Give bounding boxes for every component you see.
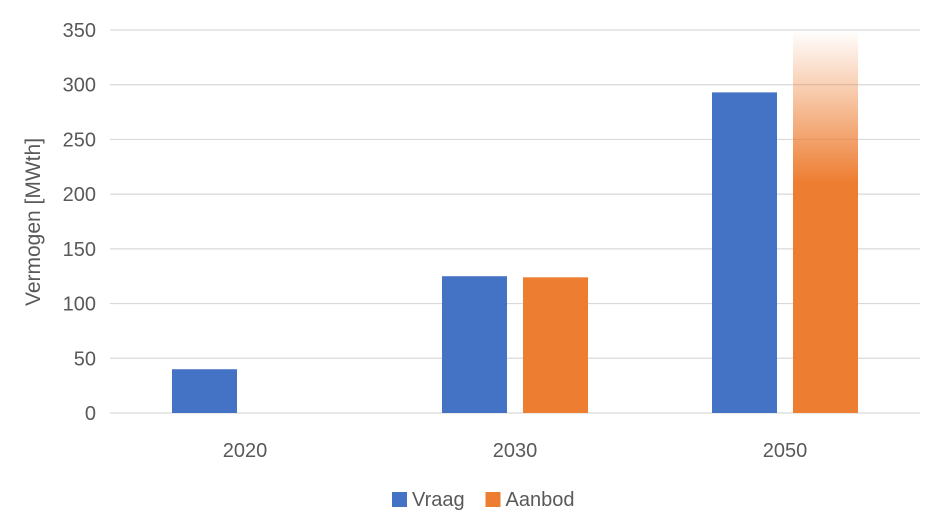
legend: Vraag Aanbod bbox=[392, 489, 574, 511]
x-tick-label: 2020 bbox=[223, 440, 268, 462]
x-tick-label: 2030 bbox=[493, 440, 538, 462]
y-tick-label: 350 bbox=[63, 20, 96, 42]
y-axis-ticks: 0 50 100 150 200 250 300 350 bbox=[63, 20, 96, 425]
legend-label-aanbod: Aanbod bbox=[506, 489, 575, 511]
x-axis-ticks: 2020 2030 2050 bbox=[223, 440, 808, 462]
x-tick-label: 2050 bbox=[763, 440, 808, 462]
gridlines bbox=[110, 29, 920, 414]
bar-aanbod-2050 bbox=[793, 30, 858, 413]
y-tick-label: 250 bbox=[63, 129, 96, 151]
legend-swatch-aanbod bbox=[485, 492, 501, 507]
y-tick-label: 50 bbox=[74, 348, 96, 370]
y-tick-label: 100 bbox=[63, 294, 96, 316]
legend-label-vraag: Vraag bbox=[412, 489, 465, 511]
y-tick-label: 150 bbox=[63, 239, 96, 261]
bar-vraag-2050 bbox=[712, 92, 777, 414]
legend-swatch-vraag bbox=[392, 492, 407, 507]
y-tick-label: 200 bbox=[63, 184, 96, 206]
bar-vraag-2020 bbox=[172, 369, 237, 413]
y-tick-label: 300 bbox=[63, 75, 96, 97]
y-axis-label: Vermogen [MWth] bbox=[22, 138, 45, 306]
bar-vraag-2030 bbox=[442, 276, 507, 413]
y-tick-label: 0 bbox=[85, 403, 96, 425]
bar-aanbod-2030 bbox=[523, 277, 588, 413]
bars bbox=[172, 30, 858, 414]
